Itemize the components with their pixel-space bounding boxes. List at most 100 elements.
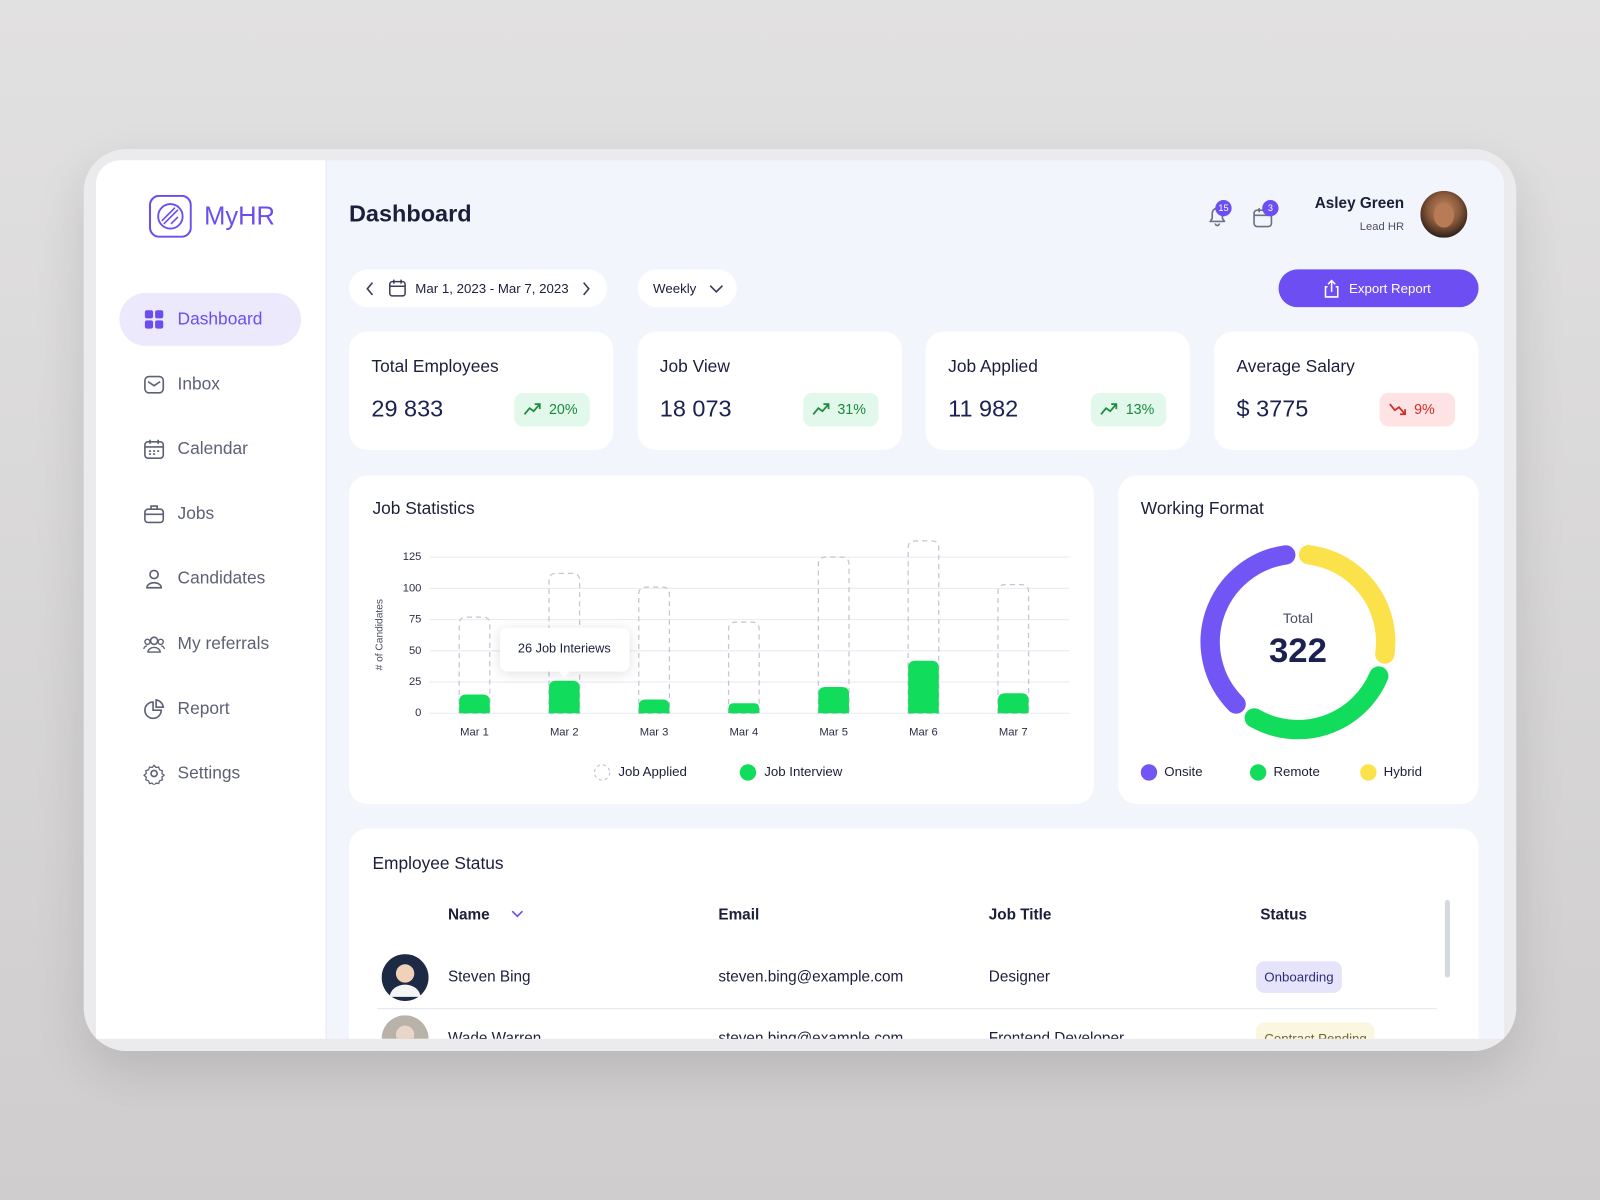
y-tick-label: 25 [409,676,421,688]
nav-item[interactable]: Report [177,698,230,718]
y-tick-label: 50 [409,645,421,657]
bar [818,687,849,714]
stat-badge [514,392,590,427]
bar-outline [997,584,1030,714]
employee-status-card [348,828,1479,1039]
y-tick-label: 100 [403,582,422,594]
donut-chart: Total 322 Onsite Remote Hybrid [1140,545,1422,781]
export-label: Export Report [1348,280,1431,297]
bar-chart: 0 25 50 75 100 125 # of Candidates Mar 1 Mar 2 Ma… [374,540,1070,781]
page-title: Dashboard [348,200,472,227]
stat-value: $ 3775 [1236,395,1309,422]
y-tick-label: 125 [403,551,422,563]
screen-content: MyHR Dashboard 15 3 Asley Green Lead HR [95,160,1504,1039]
donut-center-label: Total [1283,611,1313,627]
chart-title: Working Format [1140,498,1264,519]
employee-avatar [381,954,429,1002]
table-cell: Steven Bing [447,968,531,986]
bar [908,660,939,714]
x-tick-label: Mar 4 [730,727,759,739]
column-header[interactable]: Name [447,906,490,924]
legend-label: Hybrid [1384,764,1422,779]
nav-item[interactable]: Candidates [177,568,266,588]
stat-card [637,331,902,450]
nav-icon [144,439,165,460]
table-cell: Designer [988,968,1051,986]
stat-value: 18 073 [659,395,732,422]
trend-icon [812,403,830,415]
job-statistics-card [348,475,1094,805]
legend-label: Job Applied [618,764,687,779]
donut-segment [1298,545,1396,664]
user-avatar[interactable] [1420,190,1468,238]
bar [728,703,760,714]
bar [548,680,580,714]
legend-label: Job Interview [764,764,842,779]
nav-item[interactable]: Inbox [177,373,220,394]
legend-label: Onsite [1164,764,1202,779]
date-picker[interactable] [348,269,608,308]
x-tick-label: Mar 2 [550,727,579,739]
tooltip: 26 Job Interiews [499,627,630,678]
y-axis-label: # of Candidates [374,599,385,670]
stat-label: Average Salary [1236,356,1355,377]
legend-swatch [1140,764,1158,781]
bar-outline [638,586,670,714]
period-label: Weekly [653,280,697,297]
nav-icon [144,505,165,524]
tooltip-pointer [558,670,571,678]
legend-swatch [593,764,611,781]
stat-label: Job Applied [948,356,1038,377]
x-tick-label: Mar 1 [460,727,489,739]
nav-icon [143,636,165,653]
column-header: Status [1260,906,1307,924]
nav-icon [143,764,165,785]
nav-item[interactable]: Settings [177,763,241,783]
stat-value: 29 833 [371,395,444,422]
trend-icon [523,403,541,415]
notification-badge: 15 [1218,202,1229,213]
bar-outline [907,540,940,714]
column-header: Email [718,906,760,924]
chevron-down [709,285,724,293]
nav-item[interactable]: Jobs [177,503,215,524]
nav-item[interactable]: Calendar [177,438,248,459]
x-tick-label: Mar 3 [640,727,669,739]
tooltip-box [499,627,630,672]
bell-icon[interactable] [1204,199,1235,231]
bar-outline [727,621,760,714]
scrollbar[interactable] [1444,899,1450,978]
y-tick-label: 0 [415,707,421,719]
nav-item[interactable]: My referrals [177,633,270,653]
legend-swatch [1249,764,1267,781]
table-cell: Wade Warren [447,1029,542,1039]
chart-title: Job Statistics [372,498,475,519]
user-role: Lead HR [1359,220,1405,234]
nav-icon [144,698,165,719]
stat-label: Job View [659,356,730,377]
tooltip-text: 26 Job Interiews [518,641,611,656]
stat-change: 31% [837,400,866,417]
nav-item[interactable]: Dashboard [177,308,263,329]
nav-active-pill[interactable] [119,292,302,346]
stat-badge [1090,392,1167,427]
nav-icon [144,375,165,394]
status-pill: Onboarding [1256,961,1342,993]
bar-outline [548,572,581,714]
stat-value: 11 982 [948,395,1019,422]
x-tick-label: Mar 7 [999,727,1028,739]
export-button[interactable] [1278,269,1479,308]
trend-icon [1388,403,1406,416]
bar [459,694,490,714]
status-pill: Contract Pending [1256,1022,1375,1039]
row-divider [377,1008,1437,1010]
calendar-badge: 3 [1267,202,1273,213]
stat-card [925,331,1190,450]
date-range: Mar 1, 2023 - Mar 7, 2023 [415,280,569,297]
employee-avatar [381,1015,429,1039]
user-name: Asley Green [1314,194,1405,213]
stat-card [348,331,614,450]
calendar-icon[interactable] [1251,199,1282,231]
legend-label: Remote [1273,764,1319,779]
table-cell: Frontend Developer [988,1029,1125,1039]
